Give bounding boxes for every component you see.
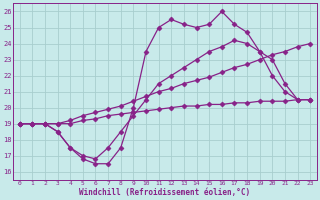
X-axis label: Windchill (Refroidissement éolien,°C): Windchill (Refroidissement éolien,°C) <box>79 188 251 197</box>
